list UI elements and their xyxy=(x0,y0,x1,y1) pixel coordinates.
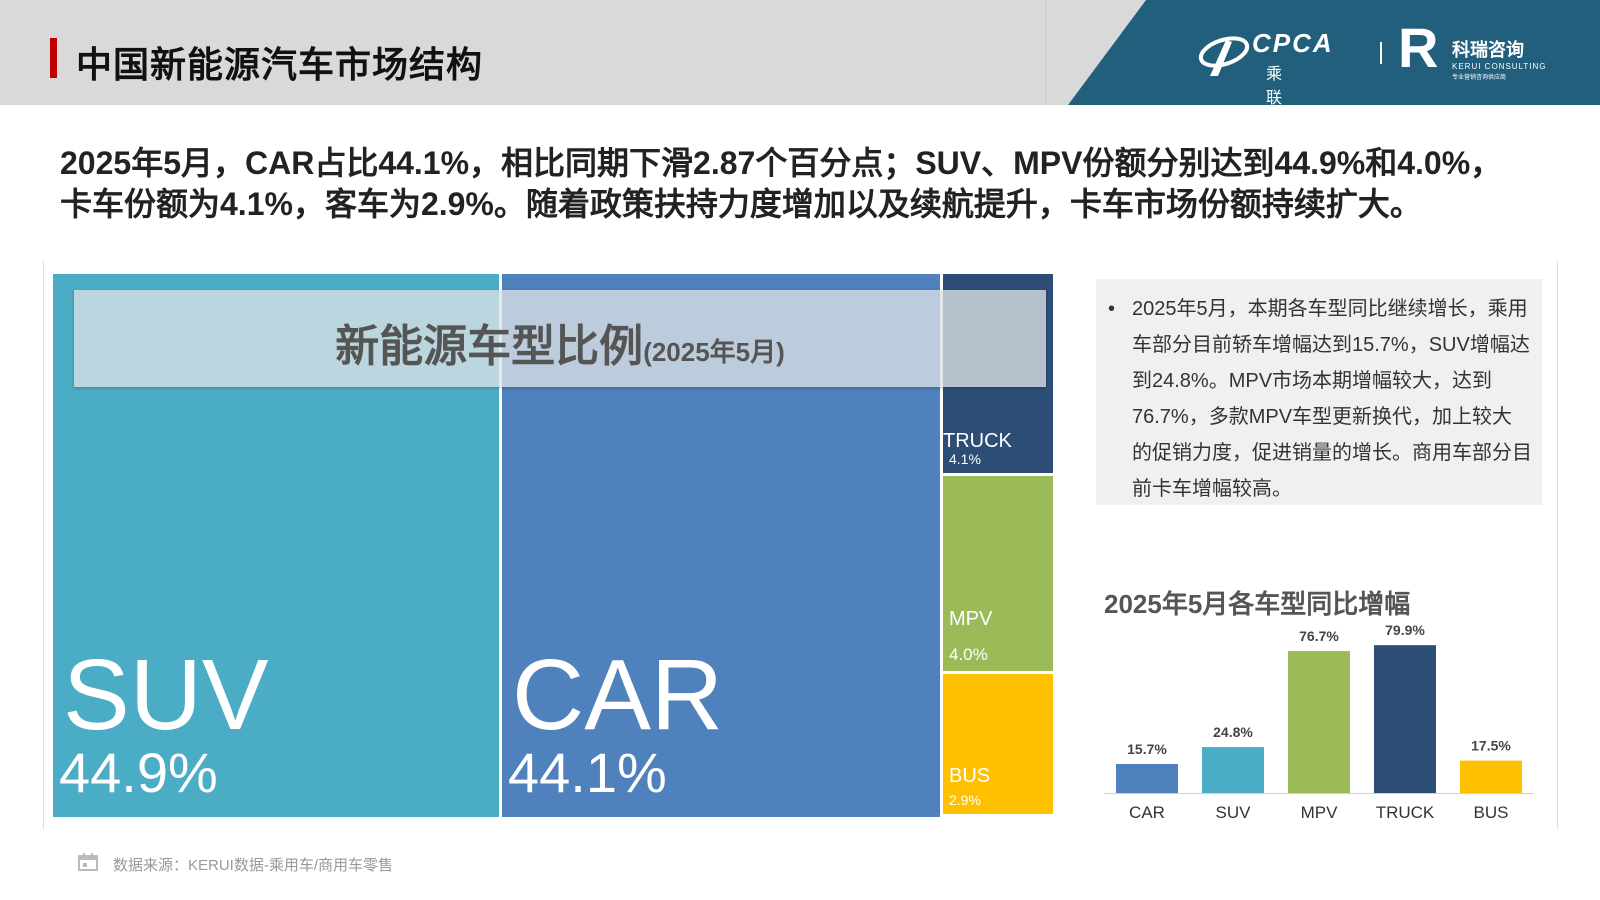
treemap-label-truck: TRUCK xyxy=(943,430,1012,453)
kerui-r-icon: R xyxy=(1398,16,1439,79)
treemap-value-car: 44.1% xyxy=(508,741,667,804)
treemap-tile-mpv: MPV 4.0% xyxy=(943,476,1053,671)
kerui-name-en: KERUI CONSULTING xyxy=(1452,62,1547,71)
treemap-label-suv: SUV xyxy=(63,639,269,751)
treemap-title: 新能源车型比例 xyxy=(335,322,644,371)
treemap-label-mpv: MPV xyxy=(949,607,993,630)
bullet-icon: • xyxy=(1108,298,1116,320)
treemap-tile-bus: BUS 2.9% xyxy=(943,673,1053,814)
treemap-subtitle: (2025年5月) xyxy=(643,337,785,367)
logo-divider xyxy=(1380,42,1382,64)
treemap-value-suv: 44.9% xyxy=(59,741,218,804)
treemap-value-truck: 4.1% xyxy=(949,451,981,468)
insight-textbox: • 2025年5月，本期各车型同比继续增长，乘用车部分目前轿车增幅达到15.7%… xyxy=(1096,279,1542,505)
treemap-label-bus: BUS xyxy=(949,764,991,787)
page-title: 中国新能源汽车市场结构 xyxy=(76,44,484,85)
header-accent-shape xyxy=(1045,0,1600,105)
cpca-emblem-icon xyxy=(1198,36,1250,76)
calendar-icon xyxy=(78,853,98,871)
cpca-name-en: CPCA xyxy=(1252,28,1334,58)
cpca-name-cn: 乘联分会 xyxy=(1266,66,1287,155)
kerui-name-cn: 科瑞咨询 xyxy=(1452,40,1524,60)
insight-text: 2025年5月，本期各车型同比继续增长，乘用车部分目前轿车增幅达到15.7%，S… xyxy=(1132,298,1532,500)
treemap-value-mpv: 4.0% xyxy=(949,644,988,664)
treemap-value-bus: 2.9% xyxy=(949,791,981,808)
summary-text: 2025年5月，CAR占比44.1%，相比同期下滑2.87个百分点；SUV、MP… xyxy=(60,145,1503,222)
treemap-label-car: CAR xyxy=(512,639,724,751)
bar-chart-title: 2025年5月各车型同比增幅 xyxy=(1104,589,1411,619)
treemap-title-banner: 新能源车型比例(2025年5月) xyxy=(74,290,1046,387)
kerui-tagline: 专业营销咨询供应商 xyxy=(1452,75,1507,81)
source-note: 数据来源：KERUI数据-乘用车/商用车零售 xyxy=(113,857,394,874)
title-accent-bar xyxy=(50,38,57,78)
content-frame xyxy=(43,261,1558,829)
